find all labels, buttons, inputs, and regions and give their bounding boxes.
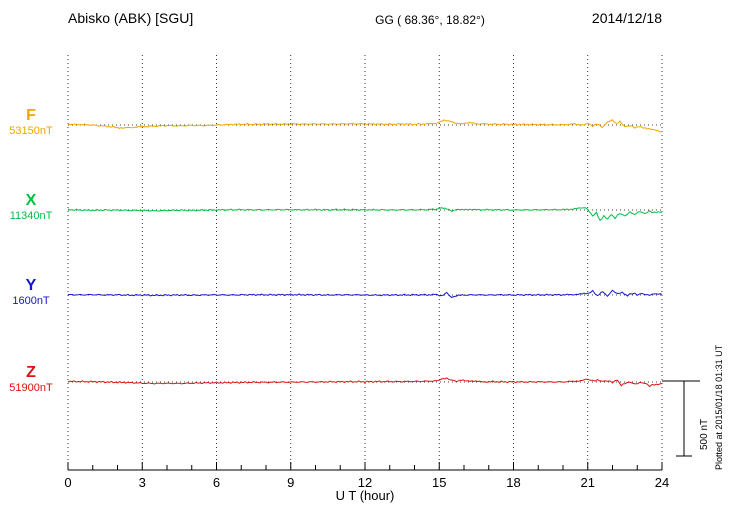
x-tick-label: 3: [139, 475, 146, 490]
baseline-value-x: 11340nT: [9, 210, 53, 222]
series-label-x: X 11340nT: [0, 192, 62, 223]
x-tick-label: 15: [432, 475, 446, 490]
component-name-x: X: [25, 192, 37, 209]
component-name-f: F: [26, 107, 36, 124]
trace-Z: [67, 377, 663, 388]
baseline-value-y: 1600nT: [12, 295, 50, 307]
x-tick-label: 9: [287, 475, 294, 490]
component-name-y: Y: [25, 277, 37, 294]
x-tick-label: 18: [506, 475, 520, 490]
trace-X: [67, 207, 663, 222]
geographic-coords: GG ( 68.36°, 18.82°): [375, 13, 485, 27]
x-tick-label: 6: [213, 475, 220, 490]
series-label-z: Z 51900nT: [0, 364, 62, 395]
series-label-y: Y 1600nT: [0, 277, 62, 308]
baseline-value-z: 51900nT: [9, 382, 53, 394]
x-axis-label: U T (hour): [335, 488, 395, 503]
series-label-f: F 53150nT: [0, 107, 62, 138]
baseline-value-f: 53150nT: [9, 125, 53, 137]
x-tick-label: 12: [358, 475, 372, 490]
x-tick-label: 21: [581, 475, 595, 490]
trace-F: [67, 119, 663, 133]
x-tick-label: 24: [655, 475, 669, 490]
plot-date: 2014/12/18: [591, 10, 662, 26]
trace-Y: [67, 289, 663, 298]
scale-bar-label: 500 nT: [699, 418, 710, 450]
station-title: Abisko (ABK) [SGU]: [68, 10, 194, 26]
component-name-z: Z: [26, 364, 36, 381]
x-tick-label: 0: [64, 475, 71, 490]
plotted-at-footnote: Plotted at 2015/01/18 01:31 UT: [714, 344, 724, 470]
